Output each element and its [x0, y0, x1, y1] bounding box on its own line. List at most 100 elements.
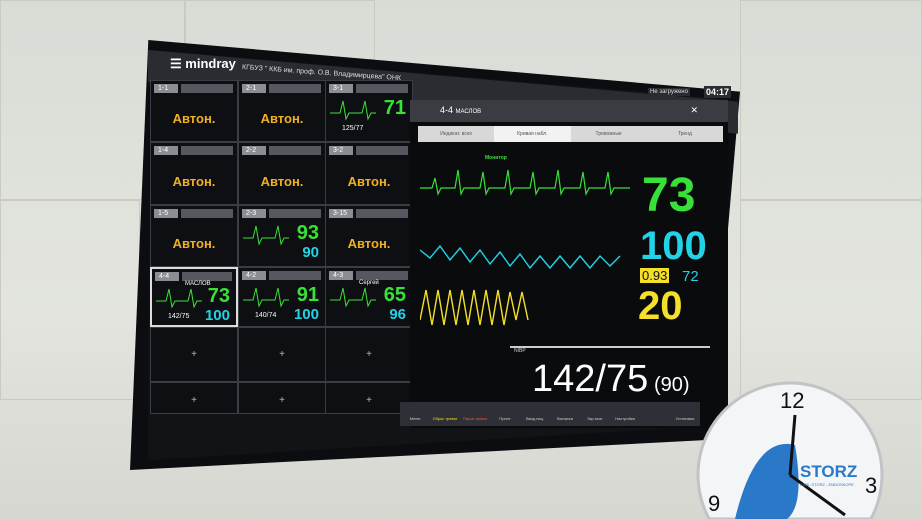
bed-number: 2-1: [242, 84, 266, 93]
mini-ecg: [243, 287, 289, 308]
toolbar-button[interactable]: Меню: [400, 402, 430, 426]
clock-sub: KARL STORZ - ENDOSKOPE: [800, 482, 854, 487]
panel-title: 4-4 МАСЛОВ ✕: [410, 100, 728, 122]
patient-name: Сергей: [359, 280, 379, 286]
patient-name-bar: [181, 146, 233, 155]
mini-ecg: [243, 225, 289, 246]
toolbar-button[interactable]: Ввод пац.: [520, 402, 550, 426]
clock-9: 9: [708, 491, 721, 516]
wall-tile: [0, 200, 140, 400]
nibp-mean: (90): [654, 374, 690, 396]
nibp-value: 142/75: [532, 358, 649, 400]
pleth-wave: [420, 244, 621, 270]
standalone-status: Автон.: [172, 236, 216, 251]
wall-clock: [696, 381, 884, 519]
waveforms: [420, 169, 630, 326]
toolbar-button[interactable]: Выписка: [550, 402, 580, 426]
bed-number: 3-15: [329, 209, 353, 218]
mini-ecg: [156, 288, 202, 309]
patient-name-bar: МАСЛОВ: [182, 272, 232, 287]
bed-cell[interactable]: 1-1 Автон.: [150, 80, 238, 142]
mini-hr: 71: [383, 97, 406, 119]
mini-nibp: 142/75: [168, 313, 190, 320]
mini-ecg: [330, 287, 376, 308]
nibp-divider: [510, 346, 710, 348]
standalone-status: Автон.: [260, 111, 304, 126]
patient-name-bar: [356, 209, 408, 218]
clock-12: 12: [780, 388, 805, 413]
mini-spo2: 100: [204, 307, 230, 324]
bed-cell[interactable]: 2-2 Автон.: [238, 142, 326, 205]
add-bed-icon[interactable]: +: [366, 395, 372, 406]
standalone-status: Автон.: [172, 173, 216, 189]
standalone-status: Автон.: [347, 173, 391, 189]
pi-value: 0.93: [640, 268, 670, 283]
add-bed-icon[interactable]: +: [279, 349, 285, 361]
mini-nibp: 140/74: [255, 312, 277, 319]
bed-number: 4-2: [242, 271, 266, 280]
toolbar-button[interactable]: [640, 402, 670, 426]
mini-hr: 65: [383, 284, 406, 306]
bed-cell[interactable]: 3-15 Автон.: [325, 205, 413, 267]
toolbar-button[interactable]: Сброс тревог: [430, 402, 460, 426]
spo2-value: 100: [640, 224, 707, 268]
bed-cell[interactable]: 4-3 Сергей 65 96: [325, 267, 413, 327]
patient-name: МАСЛОВ: [185, 281, 211, 287]
mini-hr: 91: [296, 284, 319, 306]
patient-name-bar: [356, 146, 408, 155]
bed-cell[interactable]: 2-3 93 90: [238, 205, 326, 267]
standalone-status: Автон.: [172, 111, 216, 126]
patient-name-bar: [181, 209, 233, 218]
tab-all[interactable]: Индикат. всех: [418, 126, 495, 142]
wall-tile: [740, 0, 922, 200]
patient-name-bar: Сергей: [356, 271, 408, 286]
tab-waves[interactable]: Кривая набл.: [494, 126, 571, 142]
bed-cell[interactable]: 4-2 91 100 140/74: [238, 267, 326, 327]
empty-bed-slot[interactable]: +: [238, 382, 326, 414]
bed-cell[interactable]: 3-2 Автон.: [325, 142, 413, 205]
toolbar-button[interactable]: Установки: [670, 402, 700, 426]
toolbar-button[interactable]: Настройки: [610, 402, 640, 426]
bed-number: 2-3: [242, 209, 266, 218]
nibp-label: NIBP: [514, 348, 526, 354]
mini-hr: 73: [207, 285, 230, 307]
wall-tile: [740, 200, 922, 400]
add-bed-icon[interactable]: +: [191, 349, 197, 361]
bed-detail-panel: 4-4 МАСЛОВ ✕ Индикат. всех Кривая набл. Т…: [410, 100, 728, 428]
bed-cell[interactable]: 4-4 МАСЛОВ 73 100 142/75: [150, 267, 238, 327]
patient-name-bar: [269, 84, 321, 93]
add-bed-icon[interactable]: +: [279, 395, 285, 406]
add-bed-icon[interactable]: +: [191, 395, 197, 406]
bed-cell[interactable]: 2-1 Автон.: [238, 80, 326, 142]
bed-number: 4-4: [155, 272, 179, 281]
brand-logo[interactable]: ☰ mindray: [170, 56, 236, 71]
empty-bed-slot[interactable]: +: [150, 382, 238, 414]
clock-brand: STORZ: [800, 462, 858, 481]
close-icon[interactable]: ✕: [690, 105, 698, 115]
patient-name-bar: [269, 271, 321, 280]
brand-text: mindray: [185, 56, 236, 71]
mini-hr: 93: [296, 222, 319, 244]
standalone-status: Автон.: [260, 173, 304, 189]
add-bed-icon[interactable]: +: [366, 349, 372, 361]
toolbar-button[interactable]: Экр.мон.: [580, 402, 610, 426]
bed-cell[interactable]: 1-4 Автон.: [150, 142, 238, 205]
empty-bed-slot[interactable]: +: [238, 327, 326, 382]
empty-bed-slot[interactable]: +: [150, 327, 238, 382]
mini-spo2: 90: [302, 244, 319, 261]
bed-number: 1-1: [154, 84, 178, 93]
tab-alarms[interactable]: Тревожные: [570, 126, 647, 142]
status-text: Не загружено: [648, 88, 690, 96]
pr-value: 72: [682, 268, 699, 285]
mini-spo2: 96: [389, 306, 406, 323]
patient-name-bar: [269, 209, 321, 218]
bed-number: 4-3: [329, 271, 353, 280]
empty-bed-slot[interactable]: +: [325, 382, 413, 414]
tab-trend[interactable]: Тренд: [646, 126, 723, 142]
bed-cell[interactable]: 3-1 71 125/77: [325, 80, 413, 142]
bed-cell[interactable]: 1-5 Автон.: [150, 205, 238, 267]
toolbar-button[interactable]: Пауза тревог: [460, 402, 490, 426]
empty-bed-slot[interactable]: +: [325, 327, 413, 382]
toolbar-button[interactable]: Принт: [490, 402, 520, 426]
mini-spo2: 100: [293, 306, 319, 323]
